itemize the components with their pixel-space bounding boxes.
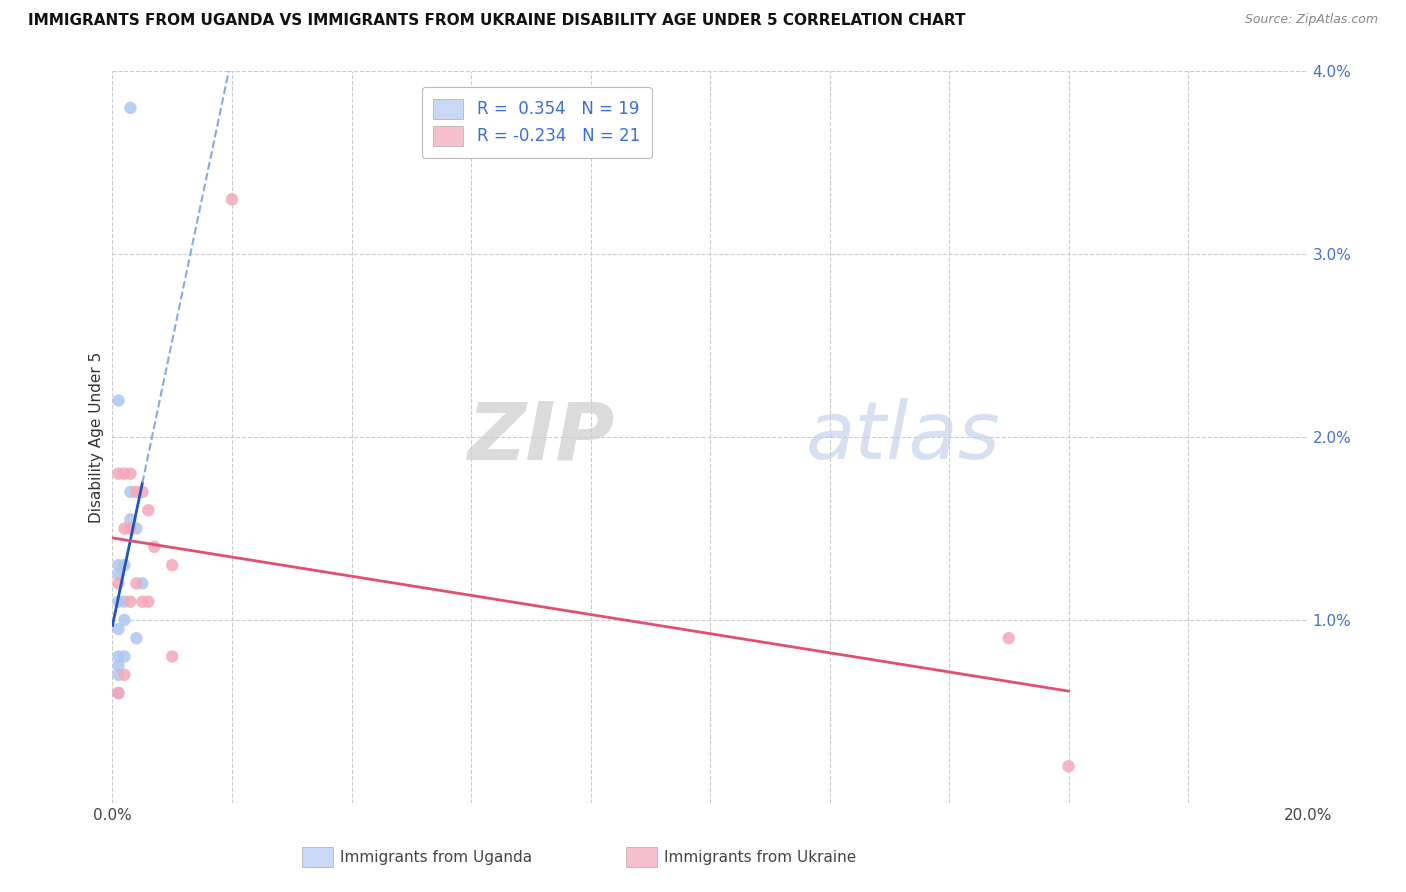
Text: ZIP: ZIP (467, 398, 614, 476)
Point (114, 613, 135, 627)
Point (125, 485, 148, 500)
Text: atlas: atlas (806, 398, 1001, 476)
Point (120, 595, 142, 609)
Point (125, 521, 148, 535)
Point (107, 667, 129, 681)
Point (114, 595, 135, 609)
Point (107, 686, 129, 700)
Point (114, 521, 135, 535)
Point (107, 622, 129, 636)
Text: Immigrants from Ukraine: Immigrants from Ukraine (664, 850, 856, 864)
Point (125, 576, 148, 591)
Point (138, 503, 160, 517)
Point (107, 595, 129, 609)
Point (107, 558, 129, 573)
Point (1057, 759, 1080, 773)
Point (138, 595, 160, 609)
Point (107, 567, 129, 582)
Point (107, 649, 129, 664)
Point (221, 193, 243, 207)
Y-axis label: Disability Age Under 5: Disability Age Under 5 (89, 351, 104, 523)
Point (114, 467, 135, 481)
Point (120, 512, 142, 526)
Text: Immigrants from Uganda: Immigrants from Uganda (340, 850, 533, 864)
Point (120, 521, 142, 535)
Text: Source: ZipAtlas.com: Source: ZipAtlas.com (1244, 13, 1378, 27)
Point (998, 632, 1021, 646)
Point (131, 595, 153, 609)
Point (131, 485, 153, 500)
Point (114, 667, 135, 681)
Point (162, 649, 183, 664)
Point (162, 558, 183, 573)
Point (114, 558, 135, 573)
Point (107, 393, 129, 408)
Legend: R =  0.354   N = 19, R = -0.234   N = 21: R = 0.354 N = 19, R = -0.234 N = 21 (422, 87, 652, 158)
Point (125, 632, 148, 646)
Point (107, 658, 129, 673)
Point (143, 540, 166, 554)
Text: IMMIGRANTS FROM UGANDA VS IMMIGRANTS FROM UKRAINE DISABILITY AGE UNDER 5 CORRELA: IMMIGRANTS FROM UGANDA VS IMMIGRANTS FRO… (28, 13, 966, 29)
Point (107, 467, 129, 481)
Point (120, 101, 142, 115)
Point (114, 649, 135, 664)
Point (107, 686, 129, 700)
Point (107, 576, 129, 591)
Point (120, 467, 142, 481)
Point (120, 485, 142, 500)
Point (131, 576, 153, 591)
